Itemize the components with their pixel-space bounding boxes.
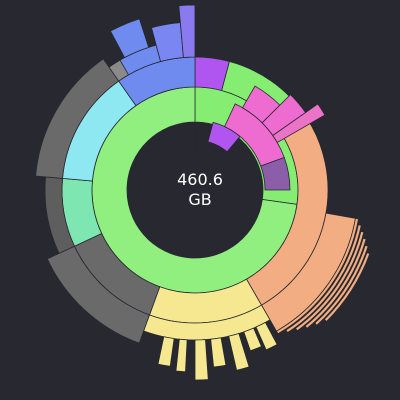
- segment-violet[interactable]: [260, 156, 291, 191]
- segment-pink-d[interactable]: [272, 103, 326, 144]
- segment-orange-band[interactable]: [275, 217, 359, 335]
- segment-gray-b[interactable]: [46, 245, 151, 344]
- segment-orange-band[interactable]: [323, 252, 371, 323]
- segment-orange-band[interactable]: [314, 244, 369, 326]
- segment-orange-band[interactable]: [285, 224, 362, 334]
- segment-blue-d[interactable]: [178, 4, 196, 58]
- segment-blue-b[interactable]: [109, 18, 150, 59]
- segment-purple-inner[interactable]: [207, 121, 241, 153]
- segment-yellow-spike[interactable]: [228, 332, 250, 371]
- segment-yellow-spike[interactable]: [157, 336, 175, 367]
- segment-yellow-spike[interactable]: [175, 338, 188, 373]
- segment-yellow-spike[interactable]: [255, 321, 278, 351]
- segment-yellow-spike[interactable]: [243, 327, 262, 352]
- segment-yellow-spike[interactable]: [210, 337, 227, 368]
- segment-orange-band[interactable]: [294, 230, 365, 332]
- segment-orange-band[interactable]: [304, 237, 367, 329]
- center-hole[interactable]: [157, 152, 233, 228]
- segment-yellow-spike[interactable]: [194, 339, 209, 381]
